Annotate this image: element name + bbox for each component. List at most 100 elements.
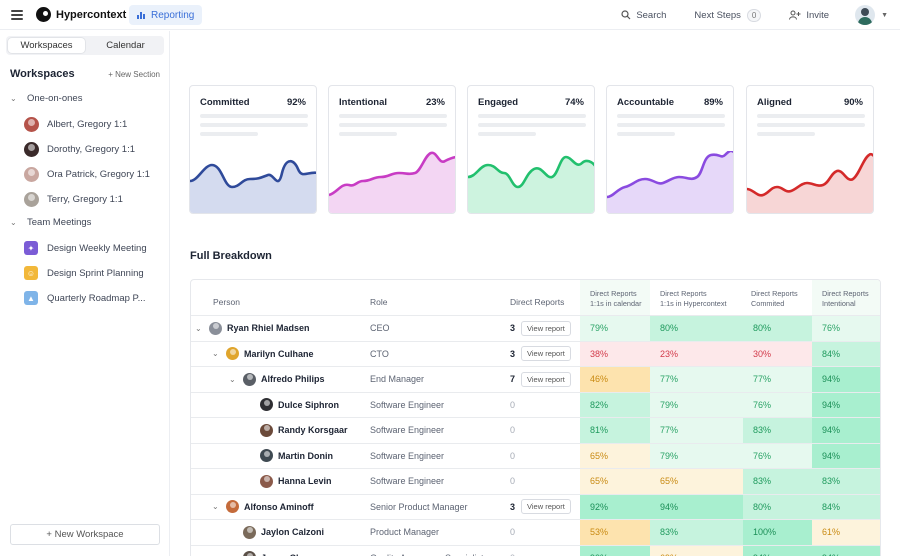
person-name[interactable]: Hanna Levin (278, 476, 332, 487)
card-engaged[interactable]: Engaged 74% (467, 85, 595, 214)
table-row[interactable]: Jaylon Calzoni Product Manager 0 53% 83% 100%… (191, 519, 880, 545)
view-report-button[interactable]: View report (521, 346, 571, 362)
chevron-down-icon[interactable]: ⌄ (229, 374, 236, 384)
table-row[interactable]: Randy Korsgaar Software Engineer 0 81% 77% 83… (191, 417, 880, 443)
table-row[interactable]: Martin Donin Software Engineer 0 65% 79% 76% 9… (191, 442, 880, 468)
workspace-emoji-icon: ▲ (24, 291, 38, 305)
new-workspace-button[interactable]: + New Workspace (10, 524, 160, 545)
role-cell: CTO (370, 348, 389, 359)
table-row[interactable]: ⌄ Marilyn Culhane CTO 3 View report 38% 23% 30%… (191, 340, 880, 366)
person-cell: Hanna Levin (246, 469, 332, 494)
group-one-on-ones[interactable]: ⌄ One-on-ones (10, 93, 82, 104)
direct-reports-cell: 0 (510, 418, 515, 443)
person-name[interactable]: Dulce Siphron (278, 399, 340, 410)
metric-cell: 81% (580, 418, 650, 443)
person-name[interactable]: Jenny Chaung (261, 553, 323, 556)
role-cell: Quality Assurance Specialist (370, 546, 484, 556)
chevron-down-icon[interactable]: ▼ (881, 11, 888, 19)
sparkline-line (468, 155, 594, 189)
brand[interactable]: Hypercontext (36, 7, 126, 22)
card-title: Accountable (617, 97, 675, 108)
table-row[interactable]: Hanna Levin Software Engineer 0 65% 65% 83% 83… (191, 468, 880, 494)
placeholder-line (617, 114, 725, 118)
metric-cell: 80% (650, 316, 743, 341)
sidebar-item-design-weekly-meeting[interactable]: ✦ Design Weekly Meeting (24, 241, 147, 255)
group-team-meetings[interactable]: ⌄ Team Meetings (10, 217, 91, 228)
direct-reports-cell: 3 View report (510, 316, 571, 341)
avatar (243, 525, 256, 539)
chevron-down-icon[interactable]: ⌄ (195, 323, 202, 333)
person-name[interactable]: Alfredo Philips (261, 374, 325, 385)
placeholder-line (617, 123, 725, 127)
table-row[interactable]: Jenny Chaung Quality Assurance Specialist… (191, 544, 880, 556)
person-name[interactable]: Marilyn Culhane (244, 348, 314, 359)
avatar (260, 398, 273, 412)
metric-cell: 38% (580, 341, 650, 366)
person-name[interactable]: Martin Donin (278, 450, 333, 461)
person-name[interactable]: Ryan Rhiel Madsen (227, 323, 310, 334)
table-row[interactable]: ⌄ Alfonso Aminoff Senior Product Manager 3 V… (191, 493, 880, 519)
card-aligned[interactable]: Aligned 90% (746, 85, 874, 214)
sidebar-item-albert[interactable]: Albert, Gregory 1:1 (24, 117, 127, 132)
header-line: Direct Reports (590, 289, 637, 298)
next-steps-button[interactable]: Next Steps 0 (694, 8, 762, 22)
reporting-tab[interactable]: Reporting (129, 5, 203, 25)
metric-cell: 79% (650, 392, 743, 417)
next-steps-label: Next Steps (694, 9, 741, 21)
user-avatar[interactable] (855, 5, 876, 25)
metric-cell: 61% (812, 520, 880, 545)
card-intentional[interactable]: Intentional 23% (328, 85, 456, 214)
card-accountable[interactable]: Accountable 89% (606, 85, 734, 214)
workspace-emoji-icon: ☺ (24, 266, 38, 280)
person-name[interactable]: Alfonso Aminoff (244, 501, 314, 512)
metric-cell: 94% (812, 418, 880, 443)
metric-cell: 83% (743, 418, 812, 443)
sidebar-tabs: Workspaces Calendar (6, 36, 164, 55)
direct-reports-count: 3 (510, 348, 516, 359)
card-title: Engaged (478, 97, 519, 108)
metric-cell: 65% (650, 469, 743, 494)
sidebar-item-terry[interactable]: Terry, Gregory 1:1 (24, 192, 123, 207)
new-section-button[interactable]: + New Section (108, 70, 160, 79)
sparkline-area (329, 152, 455, 213)
view-report-button[interactable]: View report (521, 320, 571, 336)
chevron-down-icon[interactable]: ⌄ (212, 502, 219, 512)
role-cell: Software Engineer (370, 399, 445, 410)
sidebar-item-dorothy[interactable]: Dorothy, Gregory 1:1 (24, 142, 135, 157)
search-button[interactable]: Search (621, 10, 666, 21)
sparkline-committed (190, 159, 316, 213)
sparkline-area (607, 151, 733, 213)
sidebar-item-ora-patrick[interactable]: Ora Patrick, Gregory 1:1 (24, 167, 150, 182)
avatar (260, 423, 273, 437)
chevron-down-icon[interactable]: ⌄ (212, 349, 219, 359)
sidebar-item-quarterly-roadmap[interactable]: ▲ Quarterly Roadmap P... (24, 291, 146, 305)
tab-workspaces[interactable]: Workspaces (8, 38, 85, 53)
sidebar-item-design-sprint-planning[interactable]: ☺ Design Sprint Planning (24, 266, 144, 280)
view-report-button[interactable]: View report (521, 371, 571, 387)
card-title: Aligned (757, 97, 792, 108)
avatar (209, 321, 222, 335)
workspace-emoji-icon: ✦ (24, 241, 38, 255)
metric-cell: 94% (812, 367, 880, 392)
direct-reports-cell: 7 View report (510, 367, 571, 392)
card-committed[interactable]: Committed 92% (189, 85, 317, 214)
bar-chart-icon (137, 12, 145, 19)
direct-reports-count: 0 (510, 450, 516, 461)
hamburger-menu-icon[interactable] (11, 10, 23, 20)
view-report-button[interactable]: View report (521, 499, 571, 515)
table-row[interactable]: Dulce Siphron Software Engineer 0 82% 79% 76%… (191, 391, 880, 417)
metric-cell: 80% (743, 316, 812, 341)
person-name[interactable]: Randy Korsgaar (278, 425, 348, 436)
card-title: Committed (200, 97, 250, 108)
avatar (24, 142, 39, 157)
card-percentage: 92% (286, 97, 306, 108)
sparkline-line (607, 151, 733, 199)
person-name[interactable]: Jaylon Calzoni (261, 527, 325, 538)
tab-calendar[interactable]: Calendar (106, 40, 145, 51)
role-cell: Software Engineer (370, 425, 445, 436)
table-row[interactable]: ⌄ Alfredo Philips End Manager 7 View report 4… (191, 366, 880, 392)
placeholder-line (478, 123, 586, 127)
metric-cell: 79% (650, 443, 743, 468)
invite-button[interactable]: Invite (789, 10, 829, 21)
table-row[interactable]: ⌄ Ryan Rhiel Madsen CEO 3 View report 79% 80% 8… (191, 315, 880, 341)
